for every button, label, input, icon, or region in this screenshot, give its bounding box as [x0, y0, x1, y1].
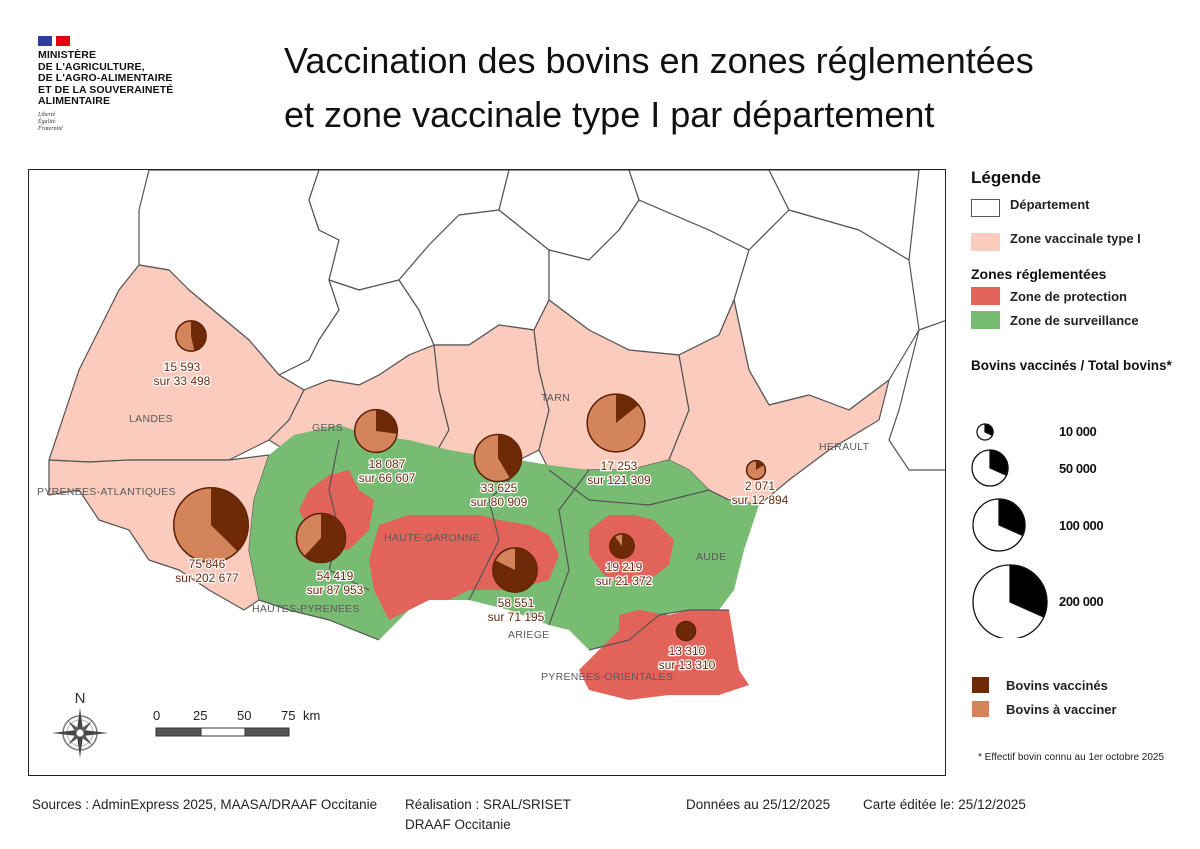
surveillance-swatch: [971, 311, 1000, 329]
label-pyrenees-orientales: PYRENEES-ORIENTALES: [541, 671, 673, 683]
map-legend: Légende Département Zone vaccinale type …: [971, 168, 1196, 373]
label-herault: HERAULT: [819, 441, 870, 453]
footer-sources: Sources : AdminExpress 2025, MAASA/DRAAF…: [32, 797, 378, 812]
svg-text:15 593: 15 593: [164, 360, 201, 374]
legend-item-surveillance: Zone de surveillance: [971, 308, 1196, 332]
pie-chart-tarn: [586, 393, 646, 453]
pie-chart-herault: [745, 459, 767, 481]
label-pyrenees-atlantiques: PYRENEES-ATLANTIQUES: [37, 486, 176, 498]
legend-title: Légende: [971, 168, 1041, 187]
svg-text:km: km: [303, 708, 320, 723]
svg-text:50: 50: [237, 708, 251, 723]
marianne-flag-icon: [38, 36, 238, 46]
svg-text:sur 121 309: sur 121 309: [587, 473, 651, 487]
pie-size-legend: 10 000 50 000 100 000 200 000: [971, 418, 1196, 638]
ministry-motto: Liberté Égalité Fraternité: [38, 111, 63, 132]
pie-size-100000-icon: [972, 498, 1026, 552]
svg-text:25: 25: [193, 708, 207, 723]
pie-chart-haute-garonne: [492, 547, 538, 593]
ministry-logo: MINISTÈRE DE L'AGRICULTURE, DE L'AGRO-AL…: [38, 36, 238, 133]
pie-chart-landes: [175, 320, 207, 352]
legend-item-zone-vaccinale: Zone vaccinale type I: [971, 230, 1196, 254]
scale-bar: 0 25 50 75 km: [153, 708, 320, 737]
legend-item-protection: Zone de protection: [971, 284, 1196, 308]
footer-edit-date: Carte éditée le: 25/12/2025: [863, 797, 1026, 812]
pie-size-10000-icon: [976, 423, 994, 441]
svg-text:sur 202 677: sur 202 677: [175, 571, 239, 585]
svg-text:33 625: 33 625: [481, 481, 518, 495]
legend-item-vaccinated: Bovins vaccinés: [972, 673, 1117, 697]
svg-text:18 087: 18 087: [369, 457, 406, 471]
svg-text:N: N: [75, 690, 86, 707]
pie-chart-pyrenees-atlantiques: [173, 487, 249, 563]
pie-chart-gers: [353, 408, 399, 454]
zone-protection-hg: [369, 515, 559, 620]
regulated-zones-title: Zones réglementées: [971, 266, 1107, 282]
svg-text:0: 0: [153, 708, 160, 723]
footnote: * Effectif bovin connu au 1er octobre 20…: [978, 752, 1165, 763]
label-hautes-pyrenees: HAUTES-PYRENEES: [252, 603, 360, 615]
svg-text:2 071: 2 071: [745, 479, 775, 493]
svg-text:54 419: 54 419: [317, 569, 354, 583]
page-title: Vaccination des bovins en zones réglemen…: [284, 40, 1034, 135]
pie-chart-pyrenees-orientales: [675, 620, 697, 642]
map-frame: LANDES GERS TARN HERAULT PYRENEES-ATLANT…: [28, 169, 946, 776]
value-labels: 15 593 sur 33 498 18 087 sur 66 607 33 6…: [152, 359, 790, 674]
legend-item-to-vaccinate: Bovins à vacciner: [972, 697, 1117, 721]
pie-chart-tarn-et-garonne: [473, 433, 523, 483]
zone-protection-po: [579, 610, 749, 700]
label-aude: AUDE: [696, 551, 726, 563]
pie-size-200000-icon: [972, 564, 1048, 638]
svg-text:sur 71 195: sur 71 195: [488, 610, 545, 624]
label-ariege: ARIEGE: [508, 629, 549, 641]
svg-text:sur 87 953: sur 87 953: [307, 583, 364, 597]
svg-text:sur 21 372: sur 21 372: [596, 574, 653, 588]
dept-bouches-du-rhone: [888, 320, 945, 471]
svg-text:sur 66 607: sur 66 607: [359, 471, 416, 485]
svg-text:75: 75: [281, 708, 295, 723]
label-gers: GERS: [312, 422, 343, 434]
svg-text:sur 33 498: sur 33 498: [154, 374, 211, 388]
svg-text:75 846: 75 846: [189, 557, 226, 571]
zone-vaccinale-swatch: [971, 233, 1000, 251]
pie-size-icons: [971, 423, 1048, 638]
vaccination-color-legend: Bovins vaccinés Bovins à vacciner: [972, 673, 1117, 721]
footer-realisation: Réalisation : SRAL/SRISET DRAAF Occitani…: [405, 797, 571, 832]
svg-text:sur 12 894: sur 12 894: [732, 493, 789, 507]
department-swatch: [971, 199, 1000, 217]
map-canvas: LANDES GERS TARN HERAULT PYRENEES-ATLANT…: [37, 170, 945, 758]
svg-text:13 310: 13 310: [669, 644, 706, 658]
label-tarn: TARN: [541, 392, 570, 404]
to-vaccinate-swatch: [972, 701, 989, 717]
legend-item-department: Département: [971, 196, 1196, 220]
svg-text:sur 13 310: sur 13 310: [659, 658, 716, 672]
dept-ardeche: [768, 170, 920, 261]
svg-text:17 253: 17 253: [601, 459, 638, 473]
protection-swatch: [971, 287, 1000, 305]
footer-data-date: Données au 25/12/2025: [686, 797, 831, 812]
label-landes: LANDES: [129, 413, 173, 425]
pie-chart-hautes-pyrenees: [295, 512, 347, 564]
pie-legend-title: Bovins vaccinés / Total bovins*: [971, 358, 1172, 373]
ministry-name: MINISTÈRE DE L'AGRICULTURE, DE L'AGRO-AL…: [38, 49, 174, 107]
svg-text:58 551: 58 551: [498, 596, 535, 610]
svg-text:sur 80 909: sur 80 909: [471, 495, 528, 509]
compass-rose-icon: N: [52, 690, 108, 758]
pie-chart-layer: [173, 320, 767, 642]
svg-text:19 219: 19 219: [606, 560, 643, 574]
vaccinated-swatch: [972, 677, 989, 693]
pie-chart-aude: [609, 533, 635, 559]
pie-size-50000-icon: [971, 449, 1009, 487]
label-haute-garonne: HAUTE-GARONNE: [384, 532, 480, 544]
